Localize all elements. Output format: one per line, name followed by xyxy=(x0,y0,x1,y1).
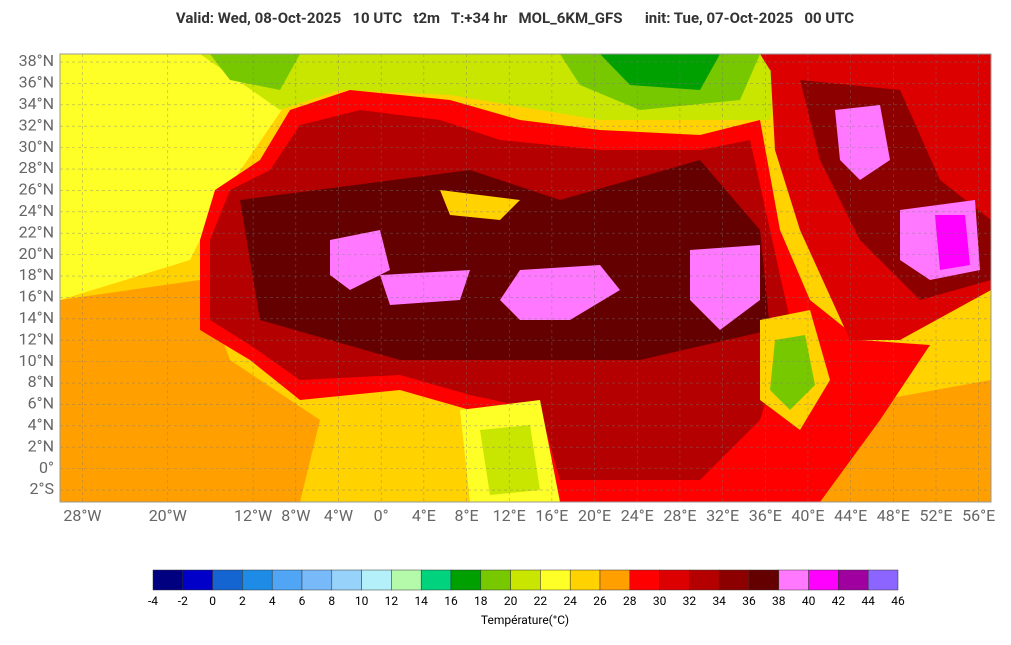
colorbar-tick-label: 10 xyxy=(355,594,369,608)
lat-tick-label: 26°N xyxy=(19,180,54,199)
colorbar-swatch xyxy=(212,569,243,591)
lon-tick-label: 32°E xyxy=(706,506,739,525)
colorbar-tick-label: 46 xyxy=(891,594,905,608)
lat-tick-label: 38°N xyxy=(19,51,54,70)
lat-tick-label: 18°N xyxy=(19,265,54,284)
colorbar-tick-label: 14 xyxy=(414,594,428,608)
colorbar-swatch xyxy=(242,569,273,591)
lon-tick-label: 56°E xyxy=(962,506,995,525)
lon-tick-label: 28°E xyxy=(663,506,696,525)
colorbar-swatch xyxy=(748,569,780,591)
lat-tick-label: 22°N xyxy=(19,222,54,241)
lon-tick-label: 16°E xyxy=(535,506,568,525)
colorbar-tick-label: -2 xyxy=(178,594,188,608)
lon-tick-label: 0° xyxy=(374,506,389,525)
lon-tick-label: 20°E xyxy=(578,506,611,525)
colorbar-tick-label: 26 xyxy=(593,594,607,608)
graticule xyxy=(60,54,991,502)
lat-tick-label: 24°N xyxy=(19,201,54,220)
colorbar-swatch xyxy=(450,569,482,591)
colorbar-tick-label: 36 xyxy=(742,594,756,608)
colorbar-swatch xyxy=(510,569,541,591)
colorbar-tick-label: 16 xyxy=(444,594,458,608)
colorbar-tick-label: 34 xyxy=(712,594,726,608)
colorbar-swatch xyxy=(569,569,601,591)
colorbar-swatch xyxy=(182,569,213,591)
lat-tick-label: 14°N xyxy=(19,308,54,327)
lon-tick-label: 8°W xyxy=(281,506,310,525)
lon-tick-label: 4°W xyxy=(324,506,353,525)
colorbar-tick-label: 22 xyxy=(534,594,548,608)
colorbar-tick-label: 28 xyxy=(623,594,637,608)
lat-tick-label: 0° xyxy=(39,458,54,477)
map-title: Valid: Wed, 08-Oct-2025 10 UTC t2m T:+34… xyxy=(176,9,854,27)
colorbar-label: Température(°C) xyxy=(481,613,569,627)
colorbar-swatch xyxy=(718,569,750,591)
temperature-field xyxy=(60,54,991,502)
colorbar-tick-label: 24 xyxy=(563,594,577,608)
lon-tick-label: 12°W xyxy=(234,506,272,525)
colorbar-swatch xyxy=(689,569,720,591)
lat-tick-label: 30°N xyxy=(19,137,54,156)
lat-tick-label: 2°S xyxy=(30,479,54,498)
colorbar-swatch xyxy=(301,569,333,591)
colorbar-swatch xyxy=(361,569,392,591)
lon-tick-label: 36°E xyxy=(749,506,782,525)
colorbar-tick-label: 20 xyxy=(504,594,518,608)
lon-tick-label: 44°E xyxy=(834,506,867,525)
colorbar-tick-label: 40 xyxy=(802,594,816,608)
colorbar-swatch xyxy=(808,569,839,591)
lat-tick-label: 28°N xyxy=(19,158,54,177)
map-frame xyxy=(59,53,992,503)
lon-tick-label: 4°E xyxy=(412,506,436,525)
lat-tick-label: 10°N xyxy=(19,351,54,370)
colorbar-swatch xyxy=(778,569,809,591)
colorbar-tick-label: 6 xyxy=(299,594,306,608)
lat-tick-label: 2°N xyxy=(28,436,54,455)
colorbar-tick-label: 38 xyxy=(772,594,786,608)
lat-tick-label: 6°N xyxy=(28,394,54,413)
colorbar-tick-label: 44 xyxy=(861,594,875,608)
colorbar-swatch xyxy=(838,569,869,591)
lat-tick-label: 12°N xyxy=(19,329,54,348)
colorbar-swatch xyxy=(152,569,184,591)
lon-tick-label: 48°E xyxy=(877,506,910,525)
colorbar-swatch xyxy=(480,569,511,591)
colorbar-swatch xyxy=(331,569,362,591)
colorbar-tick-label: 0 xyxy=(209,594,216,608)
lon-tick-label: 40°E xyxy=(791,506,824,525)
colorbar-swatch xyxy=(271,569,303,591)
colorbar-swatch xyxy=(391,569,422,591)
colorbar-swatch xyxy=(629,569,660,591)
lat-tick-label: 34°N xyxy=(19,94,54,113)
lon-tick-label: 8°E xyxy=(454,506,478,525)
lat-tick-label: 20°N xyxy=(19,244,54,263)
colorbar-swatch xyxy=(420,569,452,591)
lat-tick-label: 4°N xyxy=(28,415,54,434)
colorbar-tick-label: 42 xyxy=(832,594,846,608)
lon-tick-label: 12°E xyxy=(493,506,526,525)
lon-tick-label: 20°W xyxy=(149,506,187,525)
colorbar-swatch xyxy=(540,569,571,591)
colorbar-swatch xyxy=(867,569,899,591)
lat-tick-label: 8°N xyxy=(28,372,54,391)
lon-tick-label: 52°E xyxy=(919,506,952,525)
colorbar-tick-label: 8 xyxy=(328,594,335,608)
lon-tick-label: 28°W xyxy=(63,506,101,525)
colorbar-tick-label: 4 xyxy=(269,594,276,608)
lat-tick-label: 32°N xyxy=(19,115,54,134)
lat-tick-label: 36°N xyxy=(19,73,54,92)
colorbar-tick-label: 2 xyxy=(239,594,246,608)
colorbar-tick-label: 12 xyxy=(385,594,399,608)
colorbar-tick-label: 18 xyxy=(474,594,488,608)
colorbar-tick-label: 32 xyxy=(683,594,697,608)
colorbar-swatch xyxy=(659,569,690,591)
colorbar: -4 -2 0 2 4 6 8 10 12 14 16 18 20 22 24 26 28 30 32 34 36 38 4… xyxy=(148,569,905,608)
colorbar-swatch xyxy=(599,569,631,591)
colorbar-tick-label: -4 xyxy=(148,594,158,608)
lat-tick-label: 16°N xyxy=(19,287,54,306)
lon-tick-label: 24°E xyxy=(621,506,654,525)
colorbar-tick-label: 30 xyxy=(653,594,667,608)
